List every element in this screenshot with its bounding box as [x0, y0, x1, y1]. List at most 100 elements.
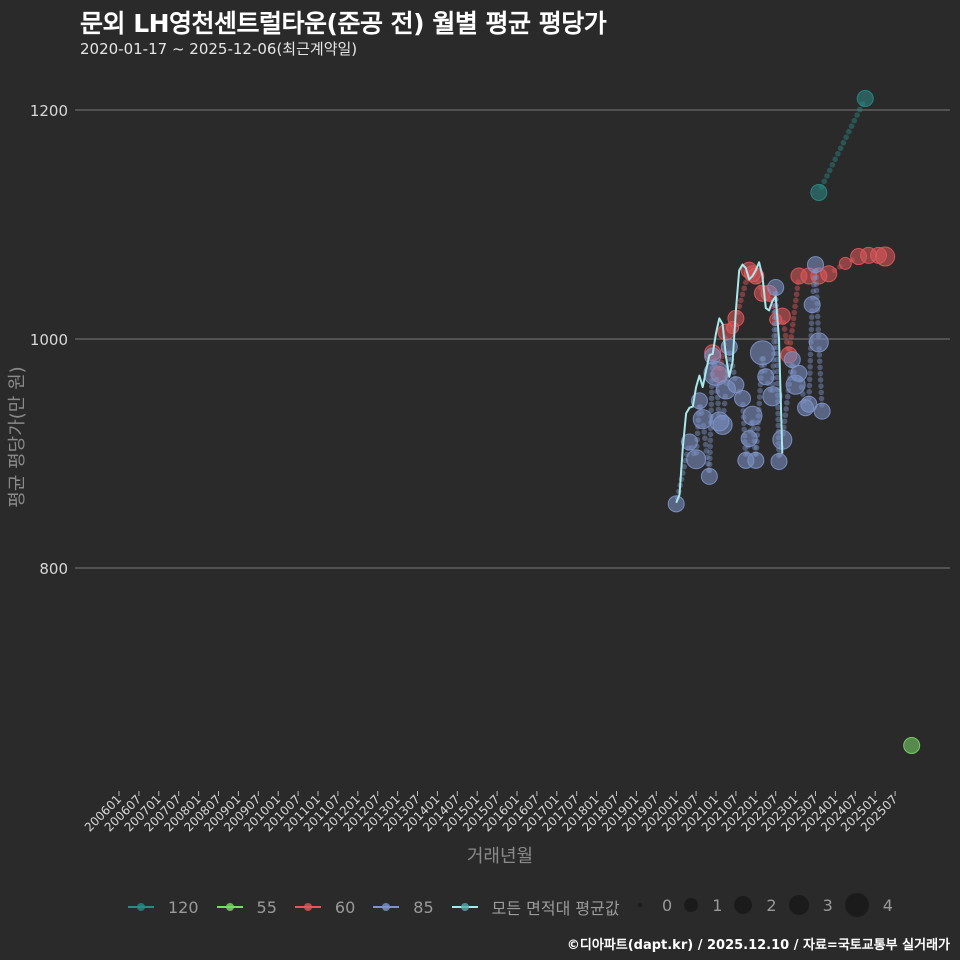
data-point[interactable] — [803, 296, 821, 314]
chart-title: 문외 LH영천센트럴타운(준공 전) 월별 평균 평당가 — [80, 9, 607, 38]
y-tick-label: 800 — [39, 560, 68, 578]
interpolated-dot — [848, 123, 855, 129]
legend-key-icon — [216, 901, 243, 913]
data-point[interactable] — [762, 386, 783, 407]
interpolated-dot — [736, 303, 743, 310]
legend-label: 120 — [168, 897, 199, 917]
data-point[interactable] — [813, 402, 831, 420]
data-point[interactable] — [727, 376, 745, 394]
legend-key-icon — [373, 901, 400, 913]
interpolated-dot — [741, 426, 747, 433]
data-point[interactable] — [807, 256, 824, 274]
interpolated-dot — [816, 352, 823, 358]
size-label: 4 — [882, 895, 893, 915]
data-point[interactable] — [734, 390, 752, 408]
interpolated-dot — [789, 321, 796, 328]
data-point[interactable] — [757, 368, 775, 386]
legend-item-85[interactable]: 85 — [373, 898, 434, 917]
data-point[interactable] — [692, 409, 713, 430]
interpolated-dot — [681, 463, 687, 470]
legend-label: 55 — [256, 897, 277, 917]
data-point[interactable] — [875, 246, 896, 267]
size-legend-item: 3 — [788, 895, 833, 915]
data-point[interactable] — [667, 495, 685, 513]
size-circle-icon — [844, 893, 869, 917]
data-point[interactable] — [712, 414, 733, 435]
interpolated-dot — [702, 441, 709, 448]
interpolated-dot — [771, 339, 777, 345]
size-label: 3 — [822, 895, 833, 915]
interpolated-dot — [708, 407, 714, 414]
interpolated-dot — [817, 377, 824, 383]
interpolated-dot — [818, 389, 825, 396]
legend-item-120[interactable]: 120 — [128, 898, 199, 917]
interpolated-dot — [811, 281, 817, 288]
interpolated-dot — [708, 401, 715, 408]
interpolated-dot — [702, 435, 708, 442]
size-label: 0 — [662, 895, 673, 915]
interpolated-dot — [784, 393, 791, 400]
interpolated-dot — [770, 363, 777, 369]
interpolated-dot — [789, 327, 795, 334]
data-point[interactable] — [810, 183, 828, 201]
interpolated-dot — [810, 288, 817, 295]
interpolated-dot — [701, 429, 708, 435]
size-circle-icon — [684, 898, 699, 912]
size-legend-item: 1 — [684, 896, 722, 915]
data-point[interactable] — [856, 90, 874, 108]
interpolated-dot — [753, 444, 760, 451]
series-모든 면적대 평균값 — [675, 261, 784, 504]
data-point[interactable] — [820, 265, 838, 283]
data-point[interactable] — [700, 467, 718, 485]
data-point[interactable] — [680, 433, 698, 451]
source-footer: ©디아파트(dapt.kr) / 2025.12.10 / 자료=국토교통부 실… — [566, 938, 950, 953]
interpolated-dot — [814, 313, 821, 320]
interpolated-dot — [707, 437, 714, 444]
interpolated-dot — [826, 167, 833, 174]
interpolated-dot — [808, 314, 815, 320]
interpolated-dot — [821, 178, 828, 185]
series-120 — [810, 90, 874, 201]
interpolated-dot — [757, 387, 763, 394]
legend-key-icon — [451, 901, 478, 913]
interpolated-dot — [741, 285, 747, 292]
legend-item-60[interactable]: 60 — [294, 898, 355, 917]
legend-key-icon — [294, 901, 321, 913]
data-point[interactable] — [740, 430, 758, 448]
interpolated-dot — [807, 370, 813, 376]
data-point[interactable] — [749, 340, 775, 366]
interpolated-dot — [807, 351, 814, 358]
data-point[interactable] — [808, 332, 829, 353]
interpolated-dot — [715, 400, 721, 407]
data-point[interactable] — [747, 451, 765, 469]
interpolated-dot — [754, 425, 761, 432]
interpolated-dot — [815, 320, 821, 326]
interpolated-dot — [756, 394, 763, 400]
data-point[interactable] — [770, 453, 788, 471]
interpolated-dot — [851, 117, 858, 124]
data-point[interactable] — [800, 395, 818, 413]
interpolated-dot — [750, 425, 757, 432]
legend-item-55[interactable]: 55 — [216, 897, 277, 917]
interpolated-dot — [835, 150, 841, 157]
interpolated-dot — [806, 389, 813, 395]
data-point[interactable] — [686, 449, 707, 470]
data-point[interactable] — [838, 256, 852, 270]
interpolated-dot — [813, 281, 820, 287]
data-point[interactable] — [742, 405, 763, 426]
interpolated-dot — [774, 350, 780, 357]
interpolated-dot — [774, 368, 781, 375]
series-85 — [667, 256, 831, 513]
data-point[interactable] — [783, 351, 801, 369]
data-point[interactable] — [903, 736, 921, 754]
interpolated-dot — [707, 443, 713, 450]
data-point[interactable] — [767, 278, 785, 296]
y-tick-label: 1000 — [30, 331, 68, 349]
interpolated-dot — [783, 406, 789, 412]
interpolated-dot — [818, 395, 825, 402]
data-point[interactable] — [790, 364, 808, 382]
legend-item-average[interactable]: 모든 면적대 평균값 — [451, 895, 620, 919]
interpolated-dot — [829, 162, 836, 168]
interpolated-dot — [807, 364, 813, 370]
